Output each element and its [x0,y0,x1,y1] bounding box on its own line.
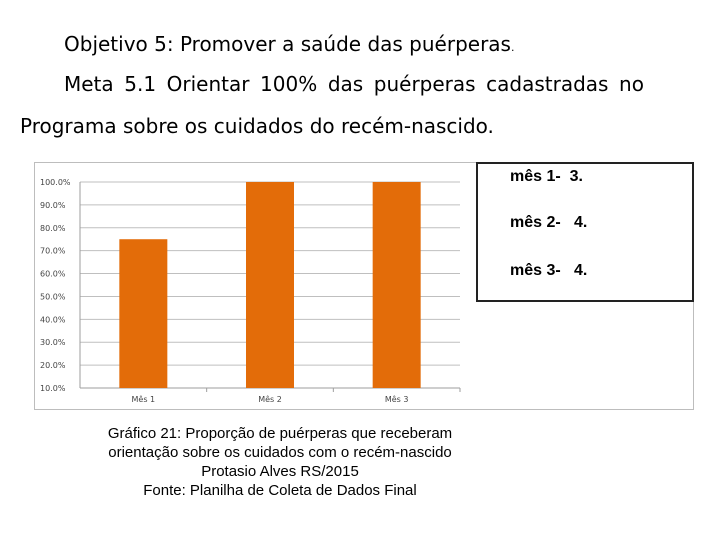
y-tick-label: 80.0% [40,224,66,233]
y-tick-label: 30.0% [40,338,66,347]
caption-line: Gráfico 21: Proporção de puérperas que r… [107,425,453,442]
meta-word: 5.1 [124,72,157,96]
x-category-label: Mês 3 [385,394,409,404]
objective-period: . [510,41,515,54]
caption-line: Protasio Alves RS/2015 [201,463,359,480]
y-tick-label: 90.0% [40,201,66,210]
chart-caption: Gráfico 21: Proporção de puérperas que r… [50,424,510,500]
y-tick-label: 20.0% [40,361,66,370]
meta-line-1: Meta 5.1 Orientar 100% das puérperas cad… [64,72,644,96]
bar-chart: 100.0% 90.0% 80.0% 70.0% 60.0% 50.0% 40.0% 30.0… [40,178,461,404]
monthly-counts-box: mês 1- 3. mês 2- 4. mês 3- 4. [476,162,694,302]
objective-title: Objetivo 5: Promover a saúde das puérper… [64,32,514,56]
meta-line-2: Programa sobre os cuidados do recém-nasc… [20,114,494,138]
y-tick-label: 60.0% [40,270,66,279]
y-tick-label: 10.0% [40,384,66,393]
month-2-count: mês 2- 4. [510,214,588,231]
meta-word: puérperas [373,72,476,96]
month-3-count: mês 3- 4. [510,262,588,279]
meta-word: Orientar [166,72,250,96]
meta-word: das [327,72,364,96]
meta-word: no [619,72,644,96]
x-category-label: Mês 2 [258,394,282,404]
bar [119,239,168,388]
caption-line: orientação sobre os cuidados com o recém… [108,444,452,461]
month-1-count: mês 1- 3. [510,168,583,185]
objective-text: Objetivo 5: Promover a saúde das puérper… [64,32,511,56]
bar [246,182,294,388]
y-tick-label: 50.0% [40,292,66,301]
y-tick-label: 40.0% [40,315,66,324]
meta-word: 100% [260,72,318,96]
x-category-label: Mês 1 [132,394,156,404]
caption-line: Fonte: Planilha de Coleta de Dados Final [143,482,417,499]
y-tick-label: 70.0% [40,247,66,256]
meta-word: cadastradas [486,72,609,96]
meta-word: Meta [64,72,114,96]
bar [372,182,421,388]
y-tick-label: 100.0% [40,178,71,187]
